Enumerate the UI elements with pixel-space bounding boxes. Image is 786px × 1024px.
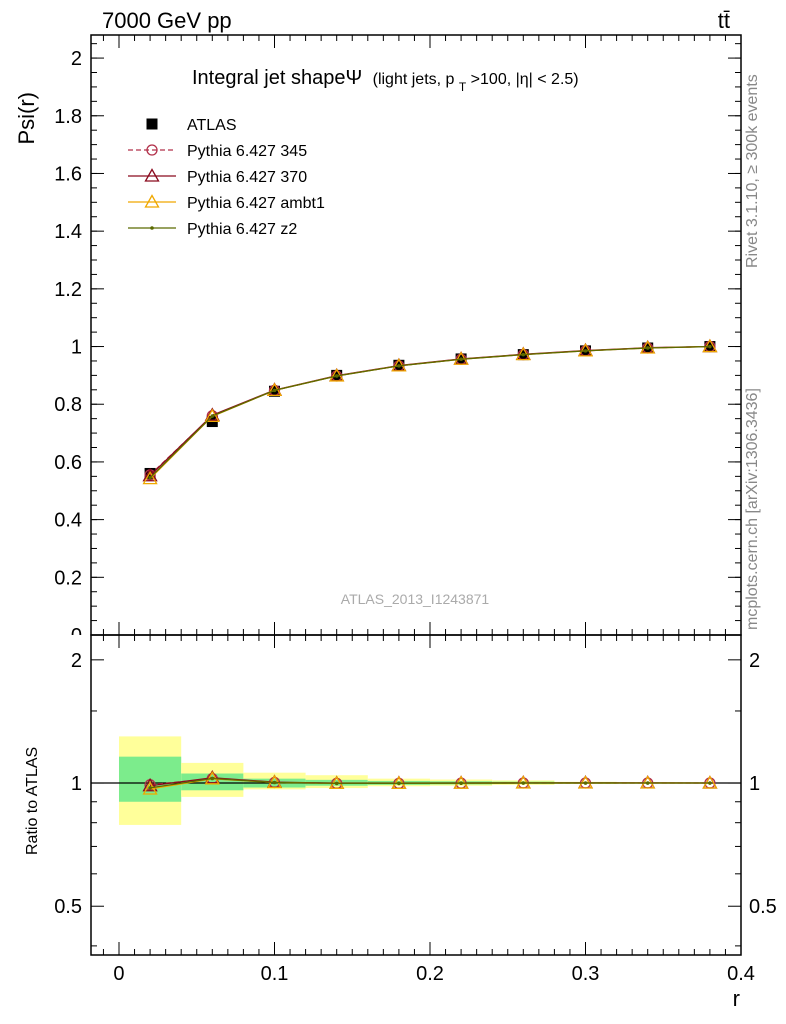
ratio-panel: 0.5 0.5 1 1 2 2 0 0.1 0.2 0.3 0.4 <box>54 634 777 985</box>
data-point-pythia-6-427-z2 <box>334 374 339 378</box>
x-tick-label: 0.4 <box>727 963 755 985</box>
y-tick-label: 0.4 <box>54 510 82 532</box>
y-tick-label: 1.4 <box>54 221 82 243</box>
y-tick-label: 1 <box>71 773 82 795</box>
ratio-point-pythia-6-427-z2 <box>708 781 712 785</box>
energy-label: 7000 GeV pp <box>102 8 232 33</box>
ratio-point-pythia-6-427-370 <box>142 777 158 792</box>
data-point-pythia-6-427-z2 <box>210 414 215 418</box>
ratio-point-pythia-6-427-ambt1 <box>142 781 158 795</box>
ratio-point-pythia-6-427-z2 <box>645 781 650 785</box>
process-label: tt̄ <box>718 8 730 33</box>
data-point-pythia-6-427-z2 <box>521 352 526 357</box>
stat-uncertainty-band <box>181 773 244 791</box>
legend-marker <box>144 194 160 208</box>
legend-item-atlas: ATLAS <box>146 117 237 134</box>
ratio-point-pythia-6-427-z2 <box>459 781 463 786</box>
ratio-point-pythia-6-427-z2 <box>397 781 401 786</box>
y-tick-label-right: 2 <box>749 650 760 672</box>
ratio-point-pythia-6-427-ambt1 <box>640 775 656 789</box>
legend-label: ATLAS <box>187 117 237 134</box>
ratio-point-pythia-6-427-z2 <box>583 781 588 785</box>
data-point-pythia-6-427-z2 <box>708 344 712 349</box>
data-point-pythia-6-427-z2 <box>397 364 401 368</box>
legend-item-pythia-6-427-z2: Pythia 6.427 z2 <box>128 221 297 238</box>
ratio-point-pythia-6-427-ambt1 <box>515 775 531 789</box>
data-point-pythia-6-427-ambt1 <box>640 340 656 354</box>
main-title: Integral jet shapeΨ (light jets, p T >10… <box>192 67 579 95</box>
main-panel: 0.2 0.4 0.6 0.8 1 1.2 1.4 1.6 1.8 2 0 <box>54 34 742 955</box>
legend-label: Pythia 6.427 z2 <box>187 221 297 238</box>
y-tick-label: 0.6 <box>54 452 82 474</box>
x-tick-label: 0.1 <box>261 963 289 985</box>
y-tick-label: 2 <box>71 650 82 672</box>
ratio-point-pythia-6-427-ambt1 <box>702 775 718 789</box>
ratio-plot-frame <box>90 634 742 956</box>
ratio-point-pythia-6-427-z2 <box>334 781 339 786</box>
y-tick-label: 0.5 <box>54 896 82 918</box>
ratio-point-pythia-6-427-ambt1 <box>329 775 345 790</box>
legend-marker <box>146 144 158 156</box>
ratio-point-pythia-6-427-ambt1 <box>391 775 407 790</box>
ratio-point-pythia-6-427-ambt1 <box>453 775 469 789</box>
ratio-point-pythia-6-427-z2 <box>210 776 215 781</box>
ratio-point-pythia-6-427-z2 <box>521 781 526 785</box>
data-point-pythia-6-427-z2 <box>272 388 277 393</box>
series-line-pythia-6-427-ambt1 <box>149 345 710 480</box>
ratio-point-pythia-6-427-z2 <box>148 786 152 790</box>
y-tick-label: 2 <box>71 48 82 70</box>
legend-item-pythia-6-427-345: Pythia 6.427 345 <box>128 143 307 160</box>
legend-item-pythia-6-427-370: Pythia 6.427 370 <box>128 168 307 186</box>
legend-label: Pythia 6.427 ambt1 <box>187 195 325 212</box>
ratio-point-pythia-6-427-z2 <box>272 780 277 785</box>
data-point-pythia-6-427-ambt1 <box>204 408 220 422</box>
watermark: ATLAS_2013_I1243871 <box>341 591 490 607</box>
legend-item-pythia-6-427-ambt1: Pythia 6.427 ambt1 <box>128 194 325 212</box>
data-point-pythia-6-427-ambt1 <box>142 470 158 485</box>
data-point-pythia-6-427-z2 <box>148 475 152 480</box>
series-line-pythia-6-427-z2 <box>149 345 710 479</box>
x-axis-label: r <box>733 986 740 1011</box>
mcplots-label: mcplots.cern.ch [arXiv:1306.3436] <box>744 388 761 630</box>
y-tick-label: 1.8 <box>54 106 82 128</box>
legend-marker <box>146 118 158 130</box>
ratio-line-pythia-6-427-z2 <box>149 777 710 789</box>
legend: ATLAS Pythia 6.427 345 Pythia 6.427 370 Pyt… <box>128 117 325 238</box>
series-line-pythia-6-427-345 <box>149 345 710 476</box>
legend-marker <box>150 226 154 230</box>
y-tick-label-right: 1 <box>749 773 760 795</box>
y-tick-label: 0.8 <box>54 394 82 416</box>
legend-label: Pythia 6.427 370 <box>187 169 307 186</box>
data-point-pythia-6-427-ambt1 <box>702 338 718 353</box>
ratio-point-pythia-6-427-ambt1 <box>577 775 594 789</box>
data-point-pythia-6-427-z2 <box>459 357 463 362</box>
rivet-label: Rivet 3.1.10, ≥ 300k events <box>744 74 761 268</box>
data-point-pythia-6-427-z2 <box>645 346 650 350</box>
y-tick-label: 1 <box>71 337 82 359</box>
y-tick-label-right: 0.5 <box>749 896 777 918</box>
y-tick-label: 1.2 <box>54 279 82 301</box>
y-tick-label: 0 <box>71 625 82 647</box>
ratio-y-axis-label: Ratio to ATLAS <box>24 747 41 855</box>
data-point-pythia-6-427-z2 <box>583 349 588 353</box>
x-tick-label: 0.2 <box>416 963 444 985</box>
y-tick-label: 1.6 <box>54 163 82 185</box>
y-tick-label: 0.2 <box>54 567 82 589</box>
series-line-pythia-6-427-370 <box>149 345 710 477</box>
x-tick-label: 0.3 <box>572 963 600 985</box>
legend-label: Pythia 6.427 345 <box>187 143 307 160</box>
main-y-axis-label: Psi(r) <box>14 92 39 145</box>
legend-marker <box>144 168 160 182</box>
x-tick-label: 0 <box>113 963 124 985</box>
